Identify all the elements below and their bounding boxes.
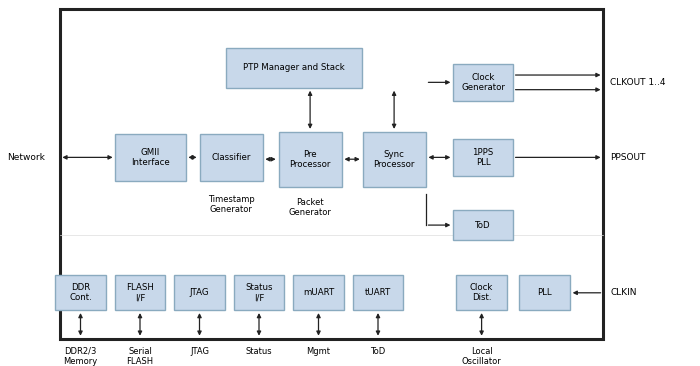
Text: PPSOUT: PPSOUT — [610, 153, 646, 162]
Text: Sync
Processor: Sync Processor — [373, 149, 415, 169]
Bar — [363, 132, 426, 187]
Text: GMII
Interface: GMII Interface — [131, 147, 170, 167]
Text: Network: Network — [7, 153, 45, 162]
Text: mUART: mUART — [303, 288, 334, 297]
Bar — [116, 134, 186, 181]
Text: Packet
Generator: Packet Generator — [288, 198, 332, 217]
Text: Clock
Generator: Clock Generator — [461, 72, 505, 92]
Text: CLKIN: CLKIN — [610, 288, 637, 297]
Text: Local
Oscillator: Local Oscillator — [462, 347, 501, 366]
Text: JTAG: JTAG — [190, 347, 209, 356]
Text: DDR2/3
Memory: DDR2/3 Memory — [64, 347, 97, 366]
Bar — [174, 275, 225, 310]
Bar — [225, 48, 363, 88]
Text: 1PPS
PLL: 1PPS PLL — [473, 147, 494, 167]
Text: Mgmt: Mgmt — [307, 347, 330, 356]
Text: tUART: tUART — [365, 288, 391, 297]
Text: Classifier: Classifier — [211, 153, 251, 162]
Text: DDR
Cont.: DDR Cont. — [69, 283, 92, 303]
Text: Pre
Processor: Pre Processor — [289, 149, 331, 169]
Text: ToD: ToD — [475, 221, 491, 229]
Text: PTP Manager and Stack: PTP Manager and Stack — [243, 63, 345, 72]
Bar — [234, 275, 284, 310]
Text: PLL: PLL — [538, 288, 552, 297]
Bar — [454, 210, 512, 240]
Text: Timestamp
Generator: Timestamp Generator — [208, 195, 254, 214]
Bar — [279, 132, 342, 187]
Bar — [115, 275, 165, 310]
Text: JTAG: JTAG — [190, 288, 209, 297]
Text: ToD: ToD — [370, 347, 386, 356]
Text: Serial
FLASH: Serial FLASH — [127, 347, 153, 366]
Text: Clock
Dist.: Clock Dist. — [470, 283, 494, 303]
Bar — [454, 139, 512, 176]
Text: FLASH
I/F: FLASH I/F — [126, 283, 154, 303]
Text: CLKOUT 1..4: CLKOUT 1..4 — [610, 78, 666, 87]
Bar — [454, 64, 512, 101]
Text: Status
I/F: Status I/F — [245, 283, 273, 303]
Bar — [293, 275, 344, 310]
Bar — [353, 275, 403, 310]
Bar — [55, 275, 106, 310]
Text: Status: Status — [246, 347, 272, 356]
Bar — [456, 275, 507, 310]
Bar — [199, 134, 262, 181]
Bar — [519, 275, 570, 310]
Bar — [60, 9, 603, 339]
